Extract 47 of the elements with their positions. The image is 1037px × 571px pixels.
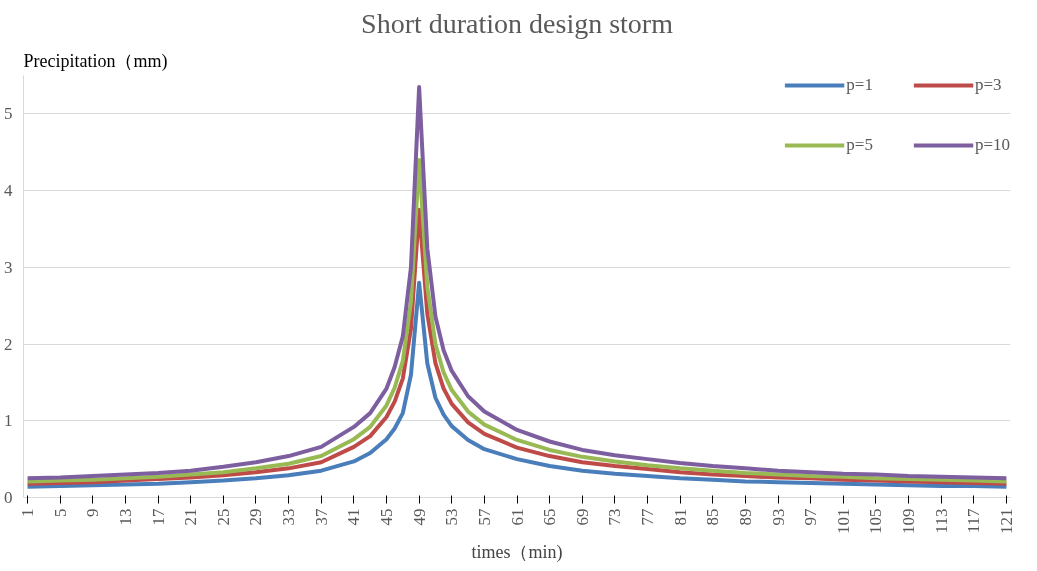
x-tick-label: 17 bbox=[148, 508, 168, 526]
x-tick-label: 53 bbox=[442, 508, 462, 526]
x-tick-label: 25 bbox=[213, 508, 233, 526]
x-tick-label: 121 bbox=[996, 508, 1016, 534]
x-tick-label: 109 bbox=[899, 508, 919, 534]
y-tick-label: 1 bbox=[4, 411, 13, 431]
y-tick-label: 5 bbox=[4, 104, 13, 124]
x-tick-label: 41 bbox=[344, 508, 364, 526]
x-tick-label: 33 bbox=[279, 508, 299, 526]
x-tick-label: 57 bbox=[474, 508, 494, 526]
x-tick-label: 93 bbox=[768, 508, 788, 526]
x-tick-label: 101 bbox=[833, 508, 853, 534]
x-tick-label: 77 bbox=[638, 508, 658, 526]
x-tick-label: 29 bbox=[246, 508, 266, 526]
legend-label: p=10 bbox=[974, 135, 1010, 155]
x-tick-label: 97 bbox=[801, 508, 821, 526]
x-tick-label: 73 bbox=[605, 508, 625, 526]
x-tick-label: 113 bbox=[931, 508, 951, 534]
x-tick-label: 21 bbox=[181, 508, 201, 526]
y-tick-label: 3 bbox=[4, 257, 13, 277]
x-tick-label: 65 bbox=[540, 508, 560, 526]
legend-label: p=5 bbox=[846, 135, 873, 155]
x-tick-label: 85 bbox=[703, 508, 723, 526]
y-tick-label: 2 bbox=[4, 334, 13, 354]
x-tick-label: 45 bbox=[376, 508, 396, 526]
x-tick-label: 13 bbox=[115, 508, 135, 526]
x-tick-label: 9 bbox=[83, 508, 103, 517]
y-tick-label: 4 bbox=[4, 181, 13, 201]
x-tick-label: 61 bbox=[507, 508, 527, 526]
x-tick-label: 89 bbox=[735, 508, 755, 526]
line-series bbox=[25, 207, 1009, 486]
chart-title: Short duration design storm bbox=[361, 7, 674, 39]
x-axis-title: times（min) bbox=[471, 542, 563, 563]
x-tick-label: 105 bbox=[866, 508, 886, 534]
x-tick-label: 117 bbox=[964, 508, 984, 534]
legend-label: p=1 bbox=[846, 75, 873, 95]
x-tick-label: 37 bbox=[311, 508, 331, 526]
x-tick-label: 69 bbox=[572, 508, 592, 526]
legend-label: p=3 bbox=[974, 75, 1002, 95]
x-tick-label: 81 bbox=[670, 508, 690, 526]
x-tick-label: 5 bbox=[50, 508, 70, 517]
y-axis-title: Precipitation（mm) bbox=[23, 50, 168, 72]
x-tick-label: 1 bbox=[18, 508, 38, 517]
y-tick-label: 0 bbox=[4, 488, 13, 507]
line-series bbox=[25, 280, 1009, 489]
x-tick-label: 49 bbox=[409, 508, 429, 526]
line-series bbox=[25, 157, 1009, 484]
